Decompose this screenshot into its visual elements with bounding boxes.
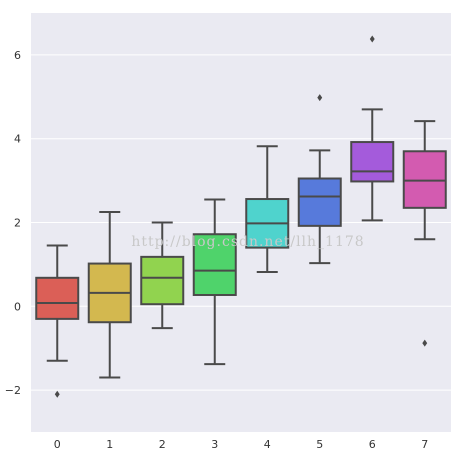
y-tick-labels: −2 0 2 4 6	[5, 49, 21, 397]
box-7	[402, 120, 447, 347]
x-tick-label: 4	[264, 438, 271, 451]
outlier-point	[369, 35, 375, 43]
box-0	[35, 244, 80, 398]
box-3	[192, 198, 237, 366]
y-tick-label: 4	[14, 133, 21, 146]
outlier-point	[54, 390, 60, 398]
x-tick-labels: 0 1 2 3 4 5 6 7	[54, 438, 429, 451]
boxes	[35, 35, 447, 398]
y-tick-label: 6	[14, 49, 21, 62]
y-tick-label: −2	[5, 384, 21, 397]
box-body	[192, 233, 237, 296]
box-2	[140, 221, 185, 330]
x-tick-label: 3	[211, 438, 218, 451]
x-tick-label: 1	[106, 438, 113, 451]
box-body	[297, 177, 342, 227]
box-body	[350, 141, 395, 183]
y-tick-label: 0	[14, 300, 21, 313]
x-tick-label: 7	[421, 438, 428, 451]
box-1	[87, 211, 132, 379]
box-body	[140, 255, 185, 306]
box-6	[350, 35, 395, 222]
box-body	[35, 276, 80, 320]
y-tick-label: 2	[14, 217, 21, 230]
x-tick-label: 6	[369, 438, 376, 451]
outlier-point	[317, 94, 323, 102]
x-tick-label: 0	[54, 438, 61, 451]
watermark-text: http://blog.csdn.net/llh_1178	[131, 234, 364, 250]
box-4	[245, 145, 290, 273]
x-tick-label: 5	[316, 438, 323, 451]
box-5	[297, 94, 342, 265]
outlier-point	[422, 339, 428, 347]
x-tick-label: 2	[159, 438, 166, 451]
box-body	[402, 150, 447, 209]
